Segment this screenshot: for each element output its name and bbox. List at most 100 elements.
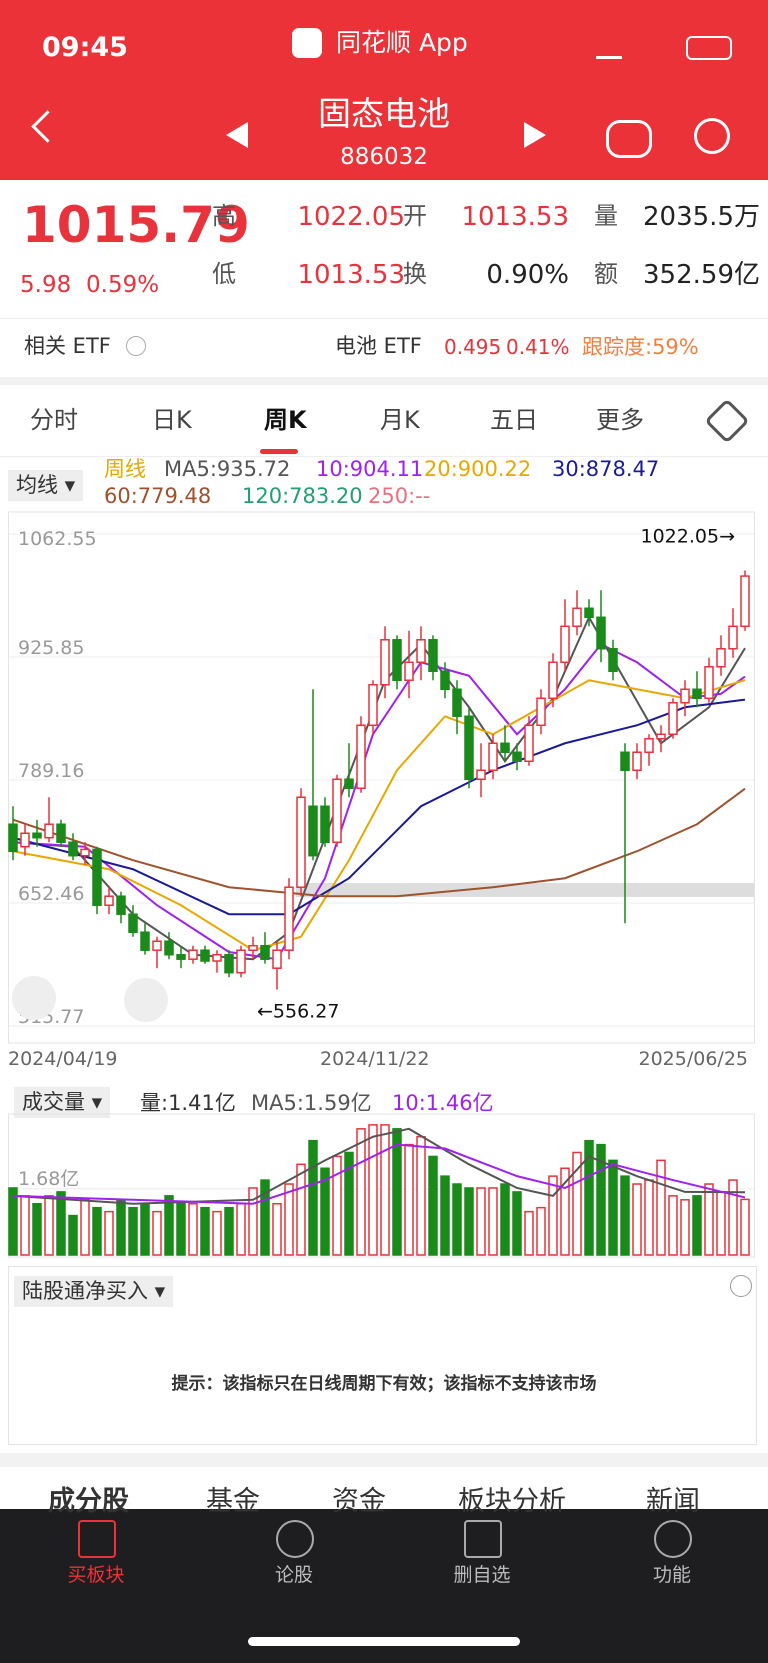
candle-body — [464, 715, 474, 780]
volume-bar — [596, 1143, 606, 1256]
stock-code: 886032 — [340, 144, 428, 170]
indicator-box — [8, 1266, 757, 1445]
nav-icon[interactable]: 论股 — [276, 1520, 314, 1558]
volume-bar — [296, 1163, 306, 1256]
volume-bar — [116, 1199, 126, 1256]
volume-bar — [8, 1187, 18, 1256]
tab[interactable]: 日K — [152, 406, 192, 434]
volume-bar — [236, 1202, 246, 1256]
volume-bar — [740, 1198, 750, 1256]
volume-bar — [692, 1195, 702, 1256]
candle-body — [116, 895, 126, 915]
nav-icon[interactable]: 功能 — [654, 1520, 692, 1558]
signal — [596, 36, 622, 59]
candle-body — [260, 944, 270, 960]
nav-label[interactable]: 买板块 — [67, 1564, 125, 1586]
candle-body — [104, 895, 114, 906]
section-tab[interactable]: 板块分析 — [458, 1486, 566, 1517]
candle-body — [212, 953, 222, 962]
quote-label: 换 — [403, 260, 427, 288]
candle-body — [80, 848, 90, 857]
candle-body — [56, 823, 66, 843]
indicator-button-label: 陆股通净买入 — [22, 1279, 148, 1303]
x-tick-label: 2025/06/25 — [638, 1048, 748, 1070]
band — [296, 883, 754, 897]
nav-icon[interactable]: 买板块 — [78, 1520, 116, 1558]
prev-button[interactable] — [226, 122, 248, 148]
volume-bar — [584, 1139, 594, 1256]
nav-label[interactable]: 功能 — [652, 1564, 691, 1586]
candle-body — [236, 949, 246, 974]
candle-body — [512, 751, 522, 762]
y-tick-label: 925.85 — [18, 637, 84, 659]
robot-button[interactable] — [606, 120, 652, 158]
volume-bar — [500, 1183, 510, 1256]
tab[interactable]: 周K — [264, 406, 307, 434]
volume-bar — [272, 1202, 282, 1256]
volume-bar — [260, 1179, 270, 1256]
volume-bar — [212, 1210, 222, 1256]
candle-body — [308, 805, 318, 857]
candle-body — [128, 913, 138, 933]
section-tab[interactable]: 基金 — [206, 1486, 260, 1517]
candle-body — [716, 648, 726, 668]
volume-bar — [440, 1175, 450, 1256]
indicator-button[interactable]: 陆股通净买入 ▾ — [14, 1276, 174, 1307]
tab[interactable]: 更多 — [596, 406, 644, 434]
candle-body — [164, 940, 174, 956]
section-tab[interactable]: 资金 — [332, 1486, 386, 1517]
help-icon[interactable] — [126, 336, 146, 356]
candle-body — [32, 832, 42, 839]
ma-button-label: 均线 — [16, 473, 58, 497]
tab[interactable]: 五日 — [490, 406, 538, 434]
candle-body — [344, 778, 354, 789]
volume-bar — [428, 1155, 438, 1256]
volume-bar — [368, 1124, 378, 1256]
candle-body — [188, 949, 198, 960]
quote-label: 额 — [594, 260, 618, 288]
search-button[interactable] — [694, 118, 730, 154]
quote-value: 0.90% — [486, 260, 569, 290]
volume-button[interactable]: 成交量 ▾ — [14, 1087, 111, 1118]
candle-body — [488, 742, 498, 771]
low-label: ←556.27 — [257, 1001, 339, 1023]
charts: 515.77652.46789.16925.851062.552024/04/1… — [8, 511, 755, 1258]
help-icon[interactable] — [730, 1275, 752, 1297]
candle-body — [428, 639, 438, 673]
etf-name[interactable]: 电池 ETF — [335, 334, 422, 358]
candle-body — [140, 931, 150, 951]
volume-bar — [392, 1128, 402, 1256]
quote-label: 高 — [212, 202, 236, 230]
nav-icon[interactable]: 删自选 — [464, 1520, 502, 1558]
volume-bar — [224, 1206, 234, 1256]
candle-body — [692, 688, 702, 700]
volume-bar — [512, 1191, 522, 1256]
volume-legend-item: 10:1.46亿 — [392, 1091, 494, 1115]
volume-bar — [332, 1155, 342, 1256]
candle-body — [668, 702, 678, 736]
quote-value: 1013.53 — [461, 202, 569, 232]
candle-body — [452, 688, 462, 718]
quote-label: 量 — [594, 202, 618, 230]
volume-bar — [560, 1167, 570, 1256]
candle-body — [44, 823, 54, 839]
y-tick-label: 1.68亿 — [18, 1168, 79, 1190]
volume-bar — [32, 1202, 42, 1256]
quote-value: 1013.53 — [297, 260, 405, 290]
volume-bar — [464, 1187, 474, 1256]
volume-bar — [152, 1210, 162, 1256]
tab[interactable]: 月K — [380, 406, 420, 434]
candle-body — [584, 607, 594, 619]
ma-button[interactable]: 均线 ▾ — [8, 470, 84, 501]
nav-label[interactable]: 论股 — [274, 1564, 313, 1586]
next-button[interactable] — [524, 122, 546, 148]
volume-bar — [284, 1183, 294, 1256]
volume-bar — [164, 1195, 174, 1256]
nav-label[interactable]: 删自选 — [453, 1564, 511, 1586]
ma-line — [12, 698, 746, 916]
divider — [0, 318, 768, 319]
volume-bar — [620, 1175, 630, 1256]
section-tab[interactable]: 新闻 — [646, 1486, 700, 1517]
tab[interactable]: 分时 — [30, 406, 78, 434]
section-tab[interactable]: 成分股 — [48, 1486, 129, 1517]
